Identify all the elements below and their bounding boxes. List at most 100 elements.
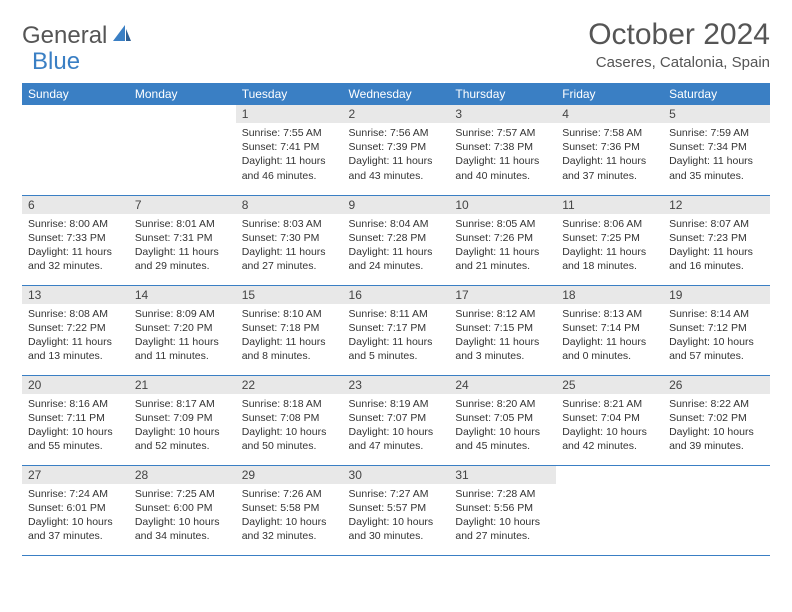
daylight-text: Daylight: 11 hours and 3 minutes. bbox=[455, 335, 550, 363]
sunrise-text: Sunrise: 8:10 AM bbox=[242, 307, 337, 321]
calendar-cell: 9Sunrise: 8:04 AMSunset: 7:28 PMDaylight… bbox=[343, 195, 450, 285]
daylight-text: Daylight: 11 hours and 37 minutes. bbox=[562, 154, 657, 182]
sunset-text: Sunset: 7:22 PM bbox=[28, 321, 123, 335]
day-number: 7 bbox=[129, 196, 236, 214]
sunrise-text: Sunrise: 8:18 AM bbox=[242, 397, 337, 411]
calendar-cell: 25Sunrise: 8:21 AMSunset: 7:04 PMDayligh… bbox=[556, 375, 663, 465]
daylight-text: Daylight: 10 hours and 55 minutes. bbox=[28, 425, 123, 453]
calendar-cell: 11Sunrise: 8:06 AMSunset: 7:25 PMDayligh… bbox=[556, 195, 663, 285]
calendar-cell: 27Sunrise: 7:24 AMSunset: 6:01 PMDayligh… bbox=[22, 465, 129, 555]
sunset-text: Sunset: 7:38 PM bbox=[455, 140, 550, 154]
sunset-text: Sunset: 7:17 PM bbox=[349, 321, 444, 335]
calendar-cell: 30Sunrise: 7:27 AMSunset: 5:57 PMDayligh… bbox=[343, 465, 450, 555]
calendar-cell: 6Sunrise: 8:00 AMSunset: 7:33 PMDaylight… bbox=[22, 195, 129, 285]
calendar-cell: 22Sunrise: 8:18 AMSunset: 7:08 PMDayligh… bbox=[236, 375, 343, 465]
day-body: Sunrise: 8:12 AMSunset: 7:15 PMDaylight:… bbox=[449, 304, 556, 368]
day-number: 3 bbox=[449, 105, 556, 123]
sunrise-text: Sunrise: 8:19 AM bbox=[349, 397, 444, 411]
day-body: Sunrise: 8:07 AMSunset: 7:23 PMDaylight:… bbox=[663, 214, 770, 278]
calendar-cell bbox=[22, 105, 129, 195]
sunset-text: Sunset: 7:09 PM bbox=[135, 411, 230, 425]
sunset-text: Sunset: 6:01 PM bbox=[28, 501, 123, 515]
day-body: Sunrise: 8:22 AMSunset: 7:02 PMDaylight:… bbox=[663, 394, 770, 458]
daylight-text: Daylight: 11 hours and 11 minutes. bbox=[135, 335, 230, 363]
calendar-cell: 8Sunrise: 8:03 AMSunset: 7:30 PMDaylight… bbox=[236, 195, 343, 285]
daylight-text: Daylight: 10 hours and 30 minutes. bbox=[349, 515, 444, 543]
day-number: 9 bbox=[343, 196, 450, 214]
day-body: Sunrise: 8:14 AMSunset: 7:12 PMDaylight:… bbox=[663, 304, 770, 368]
sunrise-text: Sunrise: 8:11 AM bbox=[349, 307, 444, 321]
calendar-table: SundayMondayTuesdayWednesdayThursdayFrid… bbox=[22, 83, 770, 556]
day-number: 19 bbox=[663, 286, 770, 304]
daylight-text: Daylight: 11 hours and 27 minutes. bbox=[242, 245, 337, 273]
calendar-cell: 1Sunrise: 7:55 AMSunset: 7:41 PMDaylight… bbox=[236, 105, 343, 195]
header: General October 2024 Caseres, Catalonia,… bbox=[22, 18, 770, 71]
daylight-text: Daylight: 10 hours and 52 minutes. bbox=[135, 425, 230, 453]
calendar-cell: 18Sunrise: 8:13 AMSunset: 7:14 PMDayligh… bbox=[556, 285, 663, 375]
day-number: 22 bbox=[236, 376, 343, 394]
logo: General bbox=[22, 18, 133, 50]
day-number: 18 bbox=[556, 286, 663, 304]
calendar-cell: 24Sunrise: 8:20 AMSunset: 7:05 PMDayligh… bbox=[449, 375, 556, 465]
calendar-cell: 10Sunrise: 8:05 AMSunset: 7:26 PMDayligh… bbox=[449, 195, 556, 285]
day-number: 26 bbox=[663, 376, 770, 394]
day-body: Sunrise: 8:19 AMSunset: 7:07 PMDaylight:… bbox=[343, 394, 450, 458]
calendar-cell: 3Sunrise: 7:57 AMSunset: 7:38 PMDaylight… bbox=[449, 105, 556, 195]
day-number: 23 bbox=[343, 376, 450, 394]
calendar-cell: 12Sunrise: 8:07 AMSunset: 7:23 PMDayligh… bbox=[663, 195, 770, 285]
day-body: Sunrise: 8:00 AMSunset: 7:33 PMDaylight:… bbox=[22, 214, 129, 278]
sunrise-text: Sunrise: 7:24 AM bbox=[28, 487, 123, 501]
calendar-cell bbox=[663, 465, 770, 555]
sunset-text: Sunset: 7:18 PM bbox=[242, 321, 337, 335]
sunrise-text: Sunrise: 8:06 AM bbox=[562, 217, 657, 231]
day-number: 1 bbox=[236, 105, 343, 123]
calendar-cell: 23Sunrise: 8:19 AMSunset: 7:07 PMDayligh… bbox=[343, 375, 450, 465]
daylight-text: Daylight: 10 hours and 45 minutes. bbox=[455, 425, 550, 453]
daylight-text: Daylight: 10 hours and 47 minutes. bbox=[349, 425, 444, 453]
day-body: Sunrise: 8:18 AMSunset: 7:08 PMDaylight:… bbox=[236, 394, 343, 458]
sunset-text: Sunset: 5:57 PM bbox=[349, 501, 444, 515]
sunset-text: Sunset: 7:15 PM bbox=[455, 321, 550, 335]
calendar-cell: 7Sunrise: 8:01 AMSunset: 7:31 PMDaylight… bbox=[129, 195, 236, 285]
table-row: 1Sunrise: 7:55 AMSunset: 7:41 PMDaylight… bbox=[22, 105, 770, 195]
table-row: 6Sunrise: 8:00 AMSunset: 7:33 PMDaylight… bbox=[22, 195, 770, 285]
sunrise-text: Sunrise: 8:13 AM bbox=[562, 307, 657, 321]
sunset-text: Sunset: 7:25 PM bbox=[562, 231, 657, 245]
day-body: Sunrise: 8:11 AMSunset: 7:17 PMDaylight:… bbox=[343, 304, 450, 368]
day-body: Sunrise: 8:05 AMSunset: 7:26 PMDaylight:… bbox=[449, 214, 556, 278]
calendar-cell: 13Sunrise: 8:08 AMSunset: 7:22 PMDayligh… bbox=[22, 285, 129, 375]
sunrise-text: Sunrise: 8:05 AM bbox=[455, 217, 550, 231]
page-title: October 2024 bbox=[588, 18, 770, 52]
daylight-text: Daylight: 10 hours and 42 minutes. bbox=[562, 425, 657, 453]
day-number: 8 bbox=[236, 196, 343, 214]
daylight-text: Daylight: 11 hours and 40 minutes. bbox=[455, 154, 550, 182]
day-body: Sunrise: 7:59 AMSunset: 7:34 PMDaylight:… bbox=[663, 123, 770, 187]
sunrise-text: Sunrise: 8:03 AM bbox=[242, 217, 337, 231]
sunset-text: Sunset: 7:41 PM bbox=[242, 140, 337, 154]
daylight-text: Daylight: 11 hours and 35 minutes. bbox=[669, 154, 764, 182]
table-row: 13Sunrise: 8:08 AMSunset: 7:22 PMDayligh… bbox=[22, 285, 770, 375]
day-body: Sunrise: 8:09 AMSunset: 7:20 PMDaylight:… bbox=[129, 304, 236, 368]
daylight-text: Daylight: 10 hours and 39 minutes. bbox=[669, 425, 764, 453]
title-block: October 2024 Caseres, Catalonia, Spain bbox=[588, 18, 770, 71]
sail-icon bbox=[111, 22, 133, 50]
sunset-text: Sunset: 7:28 PM bbox=[349, 231, 444, 245]
sunset-text: Sunset: 5:56 PM bbox=[455, 501, 550, 515]
calendar-body: 1Sunrise: 7:55 AMSunset: 7:41 PMDaylight… bbox=[22, 105, 770, 555]
calendar-cell: 16Sunrise: 8:11 AMSunset: 7:17 PMDayligh… bbox=[343, 285, 450, 375]
day-body: Sunrise: 8:17 AMSunset: 7:09 PMDaylight:… bbox=[129, 394, 236, 458]
day-body: Sunrise: 8:10 AMSunset: 7:18 PMDaylight:… bbox=[236, 304, 343, 368]
sunrise-text: Sunrise: 7:56 AM bbox=[349, 126, 444, 140]
day-number: 21 bbox=[129, 376, 236, 394]
table-row: 27Sunrise: 7:24 AMSunset: 6:01 PMDayligh… bbox=[22, 465, 770, 555]
sunrise-text: Sunrise: 8:21 AM bbox=[562, 397, 657, 411]
sunrise-text: Sunrise: 7:28 AM bbox=[455, 487, 550, 501]
calendar-cell bbox=[556, 465, 663, 555]
day-body: Sunrise: 7:24 AMSunset: 6:01 PMDaylight:… bbox=[22, 484, 129, 548]
calendar-cell: 29Sunrise: 7:26 AMSunset: 5:58 PMDayligh… bbox=[236, 465, 343, 555]
sunset-text: Sunset: 7:02 PM bbox=[669, 411, 764, 425]
day-body: Sunrise: 8:21 AMSunset: 7:04 PMDaylight:… bbox=[556, 394, 663, 458]
daylight-text: Daylight: 11 hours and 13 minutes. bbox=[28, 335, 123, 363]
calendar-cell: 26Sunrise: 8:22 AMSunset: 7:02 PMDayligh… bbox=[663, 375, 770, 465]
calendar-cell: 4Sunrise: 7:58 AMSunset: 7:36 PMDaylight… bbox=[556, 105, 663, 195]
